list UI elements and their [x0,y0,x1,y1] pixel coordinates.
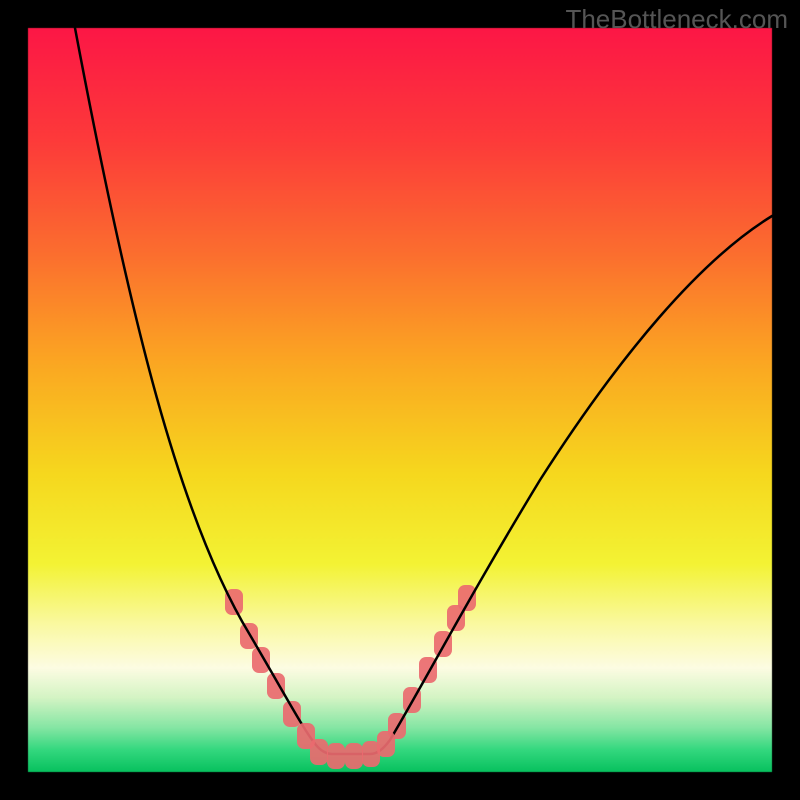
curve-marker [252,647,270,673]
curve-marker [267,673,285,699]
curve-marker [327,743,345,769]
curve-marker [345,743,363,769]
marker-layer-front [297,723,395,769]
curve-marker [458,585,476,611]
curve-marker [310,739,328,765]
chart-overlay [0,0,800,800]
marker-layer-behind [225,585,476,739]
bottleneck-curve [75,28,772,754]
curve-marker [377,731,395,757]
curve-marker [283,701,301,727]
chart-stage: TheBottleneck.com [0,0,800,800]
